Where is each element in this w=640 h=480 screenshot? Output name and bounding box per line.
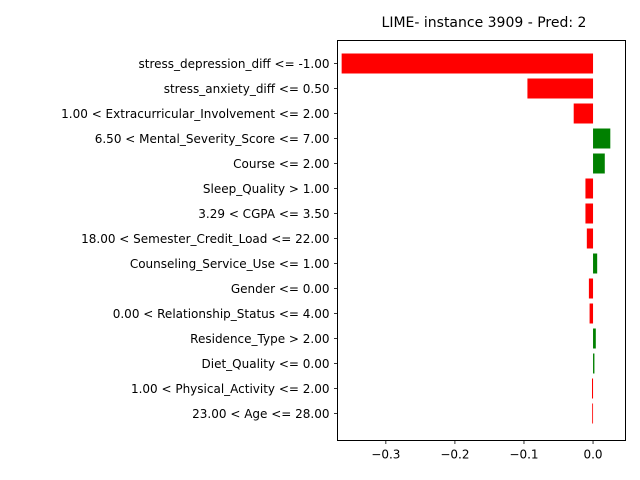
y-tick-label: Course <= 2.00 bbox=[233, 157, 329, 171]
y-tick-label: 23.00 < Age <= 28.00 bbox=[192, 407, 329, 421]
bar bbox=[593, 253, 598, 274]
y-tick-label: Gender <= 0.00 bbox=[231, 282, 330, 296]
y-tick-label: 1.00 < Physical_Activity <= 2.00 bbox=[131, 382, 330, 396]
y-tick-label: 18.00 < Semester_Credit_Load <= 22.00 bbox=[81, 232, 329, 246]
x-tick-label: −0.2 bbox=[440, 448, 469, 462]
bar bbox=[593, 328, 596, 349]
plot-frame bbox=[337, 40, 626, 441]
bar bbox=[593, 353, 595, 374]
bar bbox=[585, 178, 594, 199]
x-tick-label: −0.1 bbox=[509, 448, 538, 462]
bar bbox=[592, 403, 594, 424]
y-tick-label: Diet_Quality <= 0.00 bbox=[202, 357, 330, 371]
bar bbox=[593, 128, 611, 149]
bar bbox=[585, 203, 594, 224]
bar bbox=[589, 303, 594, 324]
y-tick-label: stress_depression_diff <= -1.00 bbox=[139, 57, 330, 71]
chart-title: LIME- instance 3909 - Pred: 2 bbox=[382, 15, 587, 31]
bar bbox=[586, 228, 594, 249]
y-tick-label: 0.00 < Relationship_Status <= 4.00 bbox=[113, 307, 330, 321]
bars-group bbox=[341, 53, 611, 424]
bar bbox=[588, 278, 594, 299]
x-tick-label: −0.3 bbox=[371, 448, 400, 462]
y-tick-label: 3.29 < CGPA <= 3.50 bbox=[198, 207, 329, 221]
y-tick-label: Counseling_Service_Use <= 1.00 bbox=[130, 257, 330, 271]
x-tick-label: 0.0 bbox=[583, 448, 602, 462]
bar bbox=[341, 53, 594, 74]
x-axis: −0.3 −0.2 −0.1 0.0 bbox=[371, 440, 603, 462]
y-tick-label: 1.00 < Extracurricular_Involvement <= 2.… bbox=[61, 107, 329, 121]
bar bbox=[527, 78, 594, 99]
y-tick-label: 6.50 < Mental_Severity_Score <= 7.00 bbox=[95, 132, 330, 146]
bar bbox=[573, 103, 594, 124]
y-tick-label: Residence_Type > 2.00 bbox=[190, 332, 329, 346]
y-tick-label: stress_anxiety_diff <= 0.50 bbox=[164, 82, 330, 96]
y-tick-label: Sleep_Quality > 1.00 bbox=[203, 182, 330, 196]
bar bbox=[592, 378, 594, 399]
y-tick-labels: stress_depression_diff <= -1.00 stress_an… bbox=[61, 57, 338, 421]
bar bbox=[593, 153, 605, 174]
